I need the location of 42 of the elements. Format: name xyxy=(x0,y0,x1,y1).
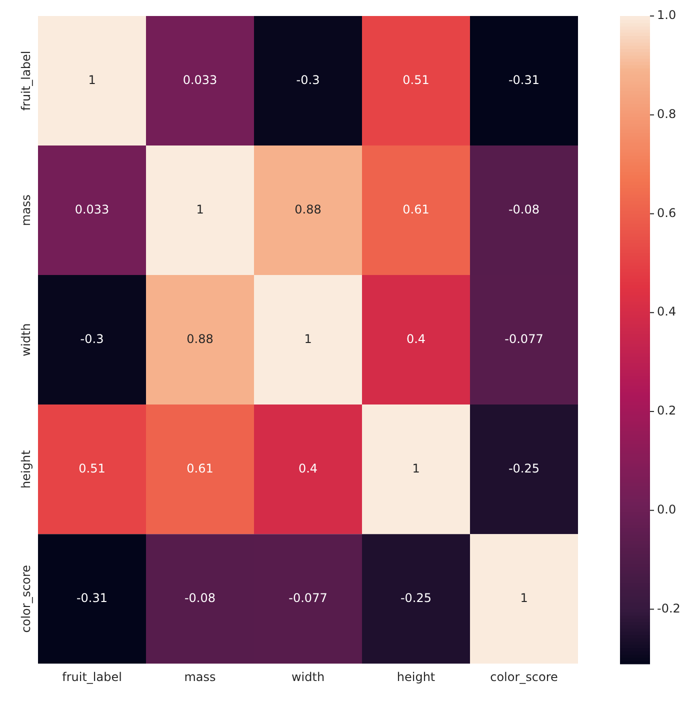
x-tick-label: mass xyxy=(184,670,216,684)
data-label: -0.25 xyxy=(400,590,432,605)
data-label: 0.61 xyxy=(402,202,430,216)
data-label: 1 xyxy=(304,332,312,346)
y-tick-label: height xyxy=(19,450,34,488)
data-label: 0.61 xyxy=(186,461,214,476)
data-label: -0.31 xyxy=(508,72,540,87)
data-label: 0.88 xyxy=(294,202,322,216)
data-label: 0.88 xyxy=(186,332,214,346)
y-tick-label: fruit_label xyxy=(19,50,34,111)
data-label: 1 xyxy=(196,202,204,216)
y-tick-label: width xyxy=(19,323,34,356)
x-tick-label: height xyxy=(396,670,436,684)
data-label: -0.25 xyxy=(508,461,540,476)
data-label: 0.033 xyxy=(74,202,110,216)
color-bar-label: 0.2 xyxy=(657,404,676,418)
color-bar-label: -0.2 xyxy=(657,601,680,616)
color-bar-label: 0.8 xyxy=(657,106,676,121)
color-bar-label: 0.6 xyxy=(657,206,676,220)
data-label: 1 xyxy=(412,461,420,476)
data-label: -0.3 xyxy=(80,332,104,346)
data-label: 0.4 xyxy=(406,332,426,346)
y-tick-label: color_score xyxy=(19,564,34,633)
color-bar-label: 0.0 xyxy=(657,502,676,516)
data-label: 0.033 xyxy=(182,72,218,87)
data-label: -0.077 xyxy=(288,590,328,605)
color-bar-label: 0.4 xyxy=(657,304,676,319)
data-label: 0.4 xyxy=(298,461,318,476)
data-label: -0.31 xyxy=(76,590,108,605)
data-label: 1 xyxy=(88,72,96,87)
data-label: 0.51 xyxy=(402,72,430,87)
data-label: 0.51 xyxy=(78,461,106,476)
x-tick-label: color_score xyxy=(490,670,558,684)
x-tick-label: width xyxy=(291,670,325,684)
data-label: 1 xyxy=(520,590,528,605)
x-tick-label: fruit_label xyxy=(62,670,122,684)
data-label: -0.3 xyxy=(296,72,320,87)
y-tick-label: mass xyxy=(19,194,34,226)
data-label: -0.077 xyxy=(504,332,544,346)
data-label: -0.08 xyxy=(508,202,540,216)
data-label: -0.08 xyxy=(184,590,216,605)
color-bar-label: 1.0 xyxy=(657,8,676,22)
